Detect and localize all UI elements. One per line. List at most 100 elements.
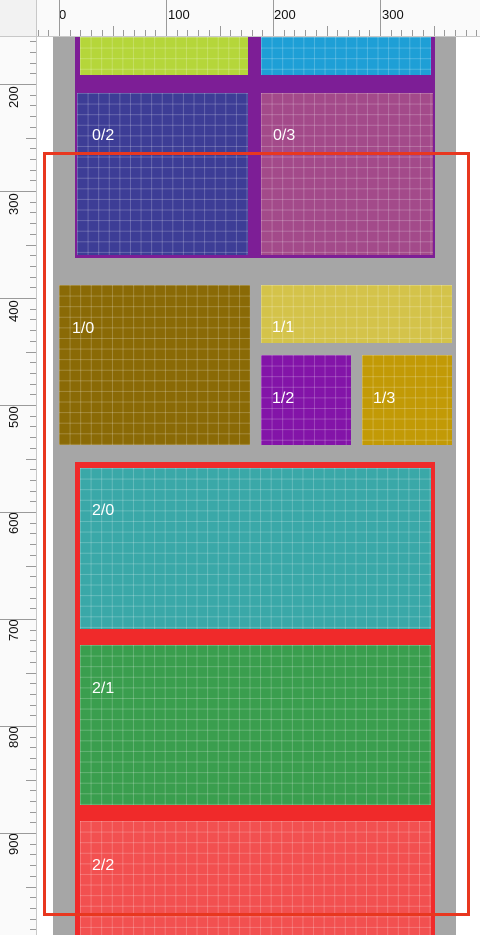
ruler-left-label-800: 800 (6, 726, 21, 748)
ruler-tick (30, 608, 36, 610)
ruler-corner (0, 0, 37, 37)
ruler-tick (30, 362, 36, 364)
ruler-tick (30, 800, 36, 802)
ruler-tick (390, 30, 392, 36)
ruler-tick (30, 319, 36, 321)
ruler-tick (262, 30, 264, 36)
cell-0-0[interactable] (80, 37, 248, 75)
ruler-top-label-0: 0 (59, 7, 67, 22)
ruler-tick (198, 30, 200, 36)
vertical-ruler (0, 0, 37, 935)
ruler-tick (219, 26, 221, 36)
ruler-tick (30, 223, 36, 225)
design-canvas[interactable]: 0/2 0/3 1/0 1/1 1/2 1/3 2/0 2/1 2/2 (37, 37, 480, 935)
ruler-tick (0, 298, 36, 299)
ruler-tick (30, 437, 36, 439)
ruler-tick (30, 51, 36, 53)
ruler-tick (30, 918, 36, 920)
cell-1-2-label: 1/2 (272, 390, 295, 407)
ruler-tick (48, 30, 50, 36)
ruler-tick (123, 30, 125, 36)
ruler-left-label-600: 600 (6, 512, 21, 534)
ruler-tick (166, 0, 167, 36)
ruler-left-label-900: 900 (6, 833, 21, 855)
ruler-tick (0, 619, 36, 620)
ruler-tick (433, 26, 435, 36)
cell-0-1[interactable] (261, 37, 431, 75)
ruler-tick (30, 73, 36, 75)
ruler-tick (30, 586, 36, 588)
ruler-tick (26, 779, 36, 781)
ruler-left-label-400: 400 (6, 300, 21, 322)
ruler-tick (30, 854, 36, 856)
ruler-top-label-200: 200 (274, 7, 296, 22)
ruler-tick (30, 907, 36, 909)
cell-0-2-label: 0/2 (92, 127, 115, 144)
ruler-tick (0, 726, 36, 727)
cell-1-0-label: 1/0 (72, 320, 95, 337)
selection-outline[interactable] (43, 152, 470, 916)
ruler-tick (30, 554, 36, 556)
ruler-tick (208, 30, 210, 36)
ruler-tick (30, 843, 36, 845)
ruler-tick (30, 544, 36, 546)
ruler-tick (26, 458, 36, 460)
ruler-tick (30, 330, 36, 332)
ruler-tick (69, 30, 71, 36)
ruler-tick (30, 651, 36, 653)
ruler-left-label-500: 500 (6, 406, 21, 428)
ruler-left-label-700: 700 (6, 619, 21, 641)
ruler-tick (30, 811, 36, 813)
horizontal-ruler (0, 0, 480, 37)
ruler-tick (251, 30, 253, 36)
ruler-tick (30, 116, 36, 118)
ruler-tick (30, 265, 36, 267)
cell-2-0-label: 2/0 (92, 502, 115, 519)
ruler-tick (30, 875, 36, 877)
ruler-tick (30, 41, 36, 43)
ruler-tick (26, 137, 36, 139)
ruler-tick (30, 469, 36, 471)
ruler-tick (30, 180, 36, 182)
ruler-tick (30, 479, 36, 481)
ruler-tick (30, 576, 36, 578)
ruler-tick (476, 30, 478, 36)
ruler-tick (30, 233, 36, 235)
ruler-tick (283, 30, 285, 36)
cell-0-3-label: 0/3 (273, 127, 296, 144)
ruler-tick (347, 30, 349, 36)
ruler-tick (30, 201, 36, 203)
ruler-tick (30, 747, 36, 749)
ruler-tick (30, 212, 36, 214)
ruler-tick (37, 30, 39, 36)
ruler-tick (112, 26, 114, 36)
ruler-tick (465, 30, 467, 36)
ruler-tick (30, 148, 36, 150)
ruler-tick (0, 84, 36, 85)
ruler-tick (315, 30, 317, 36)
ruler-tick (294, 30, 296, 36)
cell-1-3-label: 1/3 (373, 390, 396, 407)
ruler-tick (30, 661, 36, 663)
ruler-tick (305, 30, 307, 36)
ruler-tick (101, 30, 103, 36)
ruler-tick (0, 512, 36, 513)
ruler-tick (30, 597, 36, 599)
ruler-tick (26, 886, 36, 888)
ruler-tick (358, 30, 360, 36)
ruler-tick (30, 94, 36, 96)
ruler-tick (30, 629, 36, 631)
ruler-tick (187, 30, 189, 36)
ruler-top-label-300: 300 (382, 7, 404, 22)
ruler-tick (454, 30, 456, 36)
ruler-tick (30, 255, 36, 257)
ruler-tick (0, 191, 36, 192)
ruler-tick (144, 30, 146, 36)
ruler-tick (30, 790, 36, 792)
ruler-tick (422, 30, 424, 36)
ruler-tick (30, 426, 36, 428)
ruler-tick (30, 758, 36, 760)
ruler-tick (176, 30, 178, 36)
ruler-tick (30, 693, 36, 695)
ruler-tick (0, 405, 36, 406)
